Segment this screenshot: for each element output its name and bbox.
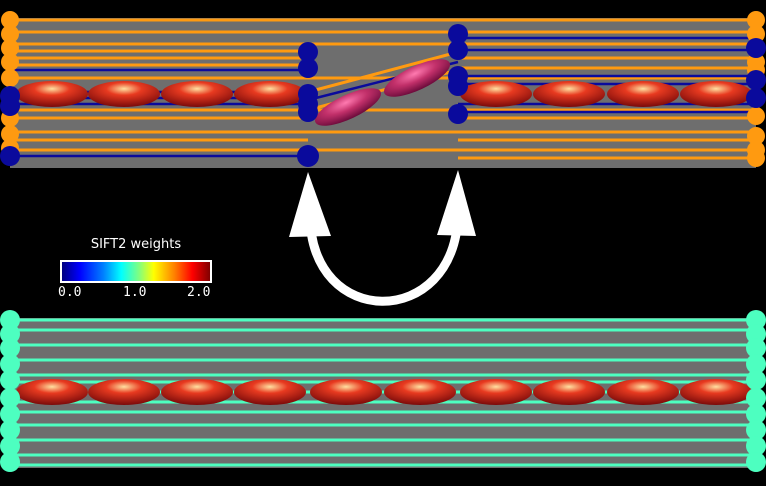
colorbar-tick-max: 2.0 <box>187 285 211 300</box>
fixel <box>460 81 532 107</box>
top-right-fixels <box>460 81 752 107</box>
fixel <box>234 81 306 107</box>
colorbar-tick-mid: 1.0 <box>123 285 147 300</box>
fixel <box>383 59 451 97</box>
double-arrow <box>289 170 476 306</box>
fixel <box>533 81 605 107</box>
fixel <box>16 81 88 107</box>
fixel <box>314 88 382 126</box>
fixel <box>88 81 160 107</box>
fixel <box>161 81 233 107</box>
fixel <box>607 379 679 405</box>
fixel <box>460 379 532 405</box>
fixel <box>88 379 160 405</box>
bottom-panel <box>0 310 766 472</box>
orange-streamlines <box>8 18 756 160</box>
arrow-curve <box>305 214 463 306</box>
top-middle-fixels <box>314 59 451 126</box>
green-streamlines <box>8 318 756 467</box>
fixel <box>310 379 382 405</box>
fixel <box>680 379 752 405</box>
fixel <box>533 379 605 405</box>
top-panel <box>0 11 766 168</box>
top-left-fixels <box>16 81 306 107</box>
colorbar <box>60 260 212 283</box>
arrow-head-right <box>437 170 476 236</box>
top-endpoints <box>0 11 766 167</box>
colorbar-tick-min: 0.0 <box>58 285 82 300</box>
fixel <box>384 379 456 405</box>
fixel <box>680 81 752 107</box>
bottom-fixels <box>16 379 752 405</box>
arrow-head-left <box>289 172 331 237</box>
bottom-endpoints <box>0 310 766 472</box>
fixel <box>607 81 679 107</box>
fixel <box>161 379 233 405</box>
fixel <box>234 379 306 405</box>
legend-title: SIFT2 weights <box>90 237 182 252</box>
fixel <box>16 379 88 405</box>
